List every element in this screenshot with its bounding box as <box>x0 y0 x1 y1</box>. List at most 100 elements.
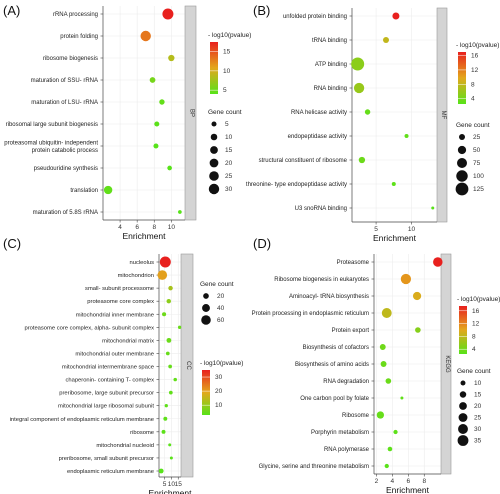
data-point <box>159 99 165 105</box>
category-label: Proteasome <box>337 260 370 266</box>
data-point <box>167 165 172 171</box>
category-label: preribosome, small subunit precursor <box>59 456 154 462</box>
category-label: threonine- type endopeptidase activity <box>246 182 347 188</box>
x-tick-label: 5 <box>163 481 167 488</box>
facet-strip-label: MF <box>440 111 446 120</box>
category-label: endoplasmic reticulum membrane <box>67 469 154 475</box>
colorbar-tick-label: 4 <box>472 346 476 353</box>
colorbar-tick-label: 15 <box>223 49 231 56</box>
data-point <box>177 325 182 329</box>
colorbar-tick-label: 20 <box>215 388 223 395</box>
category-label: mitochondrial nucleoid <box>96 443 154 449</box>
category-label: endopeptidase activity <box>288 134 347 140</box>
data-point <box>393 429 398 435</box>
data-point <box>433 257 443 267</box>
data-point <box>385 378 392 384</box>
data-point <box>431 206 435 210</box>
size-legend-label: 20 <box>474 403 482 410</box>
x-axis-title: Enrichment <box>386 485 430 494</box>
panel-label: (D) <box>253 236 271 251</box>
data-point <box>168 285 173 291</box>
size-legend-key <box>209 171 219 181</box>
size-legend-key <box>459 391 467 398</box>
category-label: Protein export <box>332 328 370 334</box>
category-label: Protein processing in endoplasmic reticu… <box>252 311 369 317</box>
data-point <box>168 390 173 395</box>
data-point <box>351 57 365 71</box>
size-legend-label: 35 <box>474 438 482 445</box>
category-label: One carbon pool by folate <box>300 396 369 402</box>
category-label: maturation of LSU- rRNA <box>31 100 98 106</box>
size-legend-label: 125 <box>473 186 484 193</box>
x-tick-label: 10 <box>168 224 176 231</box>
category-label: maturation of 5.8S rRNA <box>33 210 98 216</box>
category-label: proteasome core complex, alpha- subunit … <box>24 325 154 331</box>
category-label: translation <box>70 188 98 194</box>
data-point <box>379 344 386 350</box>
size-legend-label: 40 <box>217 305 225 312</box>
size-legend-key <box>210 133 218 141</box>
size-legend-label: 10 <box>225 134 233 141</box>
size-legend-label: 10 <box>474 380 482 387</box>
data-point <box>353 82 365 94</box>
data-point <box>380 361 387 367</box>
size-legend-key <box>457 145 467 155</box>
data-point <box>157 270 168 280</box>
category-label: structural constituent of ribosome <box>259 158 348 164</box>
x-tick-label: 10 <box>168 481 176 488</box>
category-label: ribosome biogenesis <box>43 56 98 62</box>
colorbar-tick-label: 16 <box>471 53 479 60</box>
category-label: mitochondrion <box>118 273 154 279</box>
colorbar <box>202 370 210 415</box>
category-label: RNA degradation <box>323 379 369 385</box>
data-point <box>415 327 421 333</box>
size-legend-key <box>456 157 468 169</box>
colorbar-tick-label: 12 <box>472 321 480 328</box>
category-label: Porphyrin metabolism <box>311 430 369 436</box>
data-point <box>166 298 171 304</box>
data-point <box>400 396 404 400</box>
x-tick-label: 8 <box>152 224 156 231</box>
category-label: rRNA processing <box>53 12 98 18</box>
x-tick-label: 4 <box>391 478 395 485</box>
data-point <box>140 30 151 42</box>
data-point <box>165 351 170 356</box>
category-label: mitochondrial inner membrane <box>76 312 154 318</box>
category-label: Ribosome biogenesis in eukaryotes <box>274 277 369 283</box>
data-point <box>391 181 396 187</box>
data-point <box>168 443 172 447</box>
size-legend-key <box>455 182 469 196</box>
data-point <box>173 377 177 382</box>
data-point <box>387 446 393 452</box>
category-label: Biosynthesis of amino acids <box>295 362 369 368</box>
colorbar <box>459 306 467 354</box>
color-legend-title: - log10(pvalue) <box>457 296 500 303</box>
category-label: small- subunit processome <box>85 286 154 292</box>
category-label: RNA binding <box>314 86 347 92</box>
category-label: preribosome, large subunit precursor <box>59 391 154 397</box>
data-point <box>364 109 371 115</box>
x-tick-label: 4 <box>118 224 122 231</box>
size-legend-label: 25 <box>474 415 482 422</box>
data-point <box>159 256 171 268</box>
data-point <box>382 36 390 44</box>
category-label: maturation of SSU- rRNA <box>31 78 98 84</box>
data-point <box>162 312 167 317</box>
category-label: protein folding <box>60 34 98 40</box>
colorbar-tick-label: 16 <box>472 308 480 315</box>
colorbar <box>210 42 218 94</box>
category-label: chaperonin- containing T- complex <box>65 378 154 384</box>
size-legend-key <box>460 380 466 386</box>
size-legend-label: 75 <box>473 160 481 167</box>
size-legend-key <box>208 183 220 195</box>
data-point <box>168 364 172 369</box>
x-tick-label: 6 <box>406 478 410 485</box>
colorbar-tick-label: 10 <box>215 402 223 409</box>
data-point <box>392 12 400 20</box>
x-axis-title: Enrichment <box>123 231 167 241</box>
size-legend-key <box>458 133 466 141</box>
data-point <box>376 411 385 419</box>
data-point <box>158 468 164 474</box>
